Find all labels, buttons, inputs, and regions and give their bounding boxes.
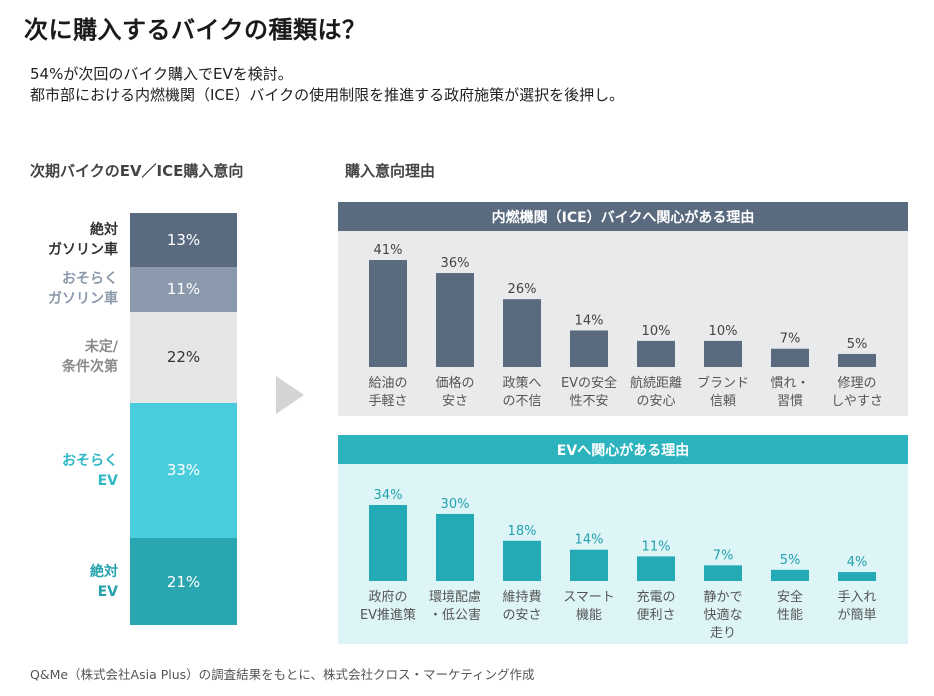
bar-category-label: EVの安全 (561, 375, 617, 391)
stack-segment-value: 21% (166, 572, 201, 591)
ice-panel-body: 41% 給油の手軽さ 36% 価格の安さ 26% 政策への不信 14% EVの安全性不安 10%… (338, 231, 908, 416)
bar-value-label: 34% (374, 488, 403, 503)
bar (570, 330, 608, 367)
bar-category-label: スマート (563, 590, 615, 605)
bar-value-label: 36% (441, 256, 470, 271)
bar (637, 340, 675, 367)
bar-value-label: 18% (508, 524, 537, 539)
bar (503, 540, 541, 581)
bar-category-label: の不信 (502, 394, 541, 409)
bar-category-label: 価格の (435, 375, 474, 391)
stack-category-label: おそらく ガソリン車 (48, 271, 118, 308)
bar-category-label: 充電の (636, 589, 675, 605)
bar-value-label: 7% (780, 332, 801, 347)
bar-category-label: 手軽さ (368, 394, 407, 409)
ev-panel-body: 34% 政府の EV推進策 30% 環境配慮・低公害 18% 維持費の安さ 14% スマート機能… (338, 464, 908, 644)
stack-category-label: 絶対 ガソリン車 (48, 221, 118, 258)
bar-category-label: 手入れ (837, 590, 876, 605)
bar-value-label: 41% (374, 243, 403, 258)
stack-segment-value: 13% (166, 230, 201, 249)
bar-category-label: 慣れ・ (770, 375, 809, 391)
bar (771, 348, 809, 367)
bar-category-label: 便利さ (636, 608, 675, 623)
bar (838, 353, 876, 367)
stack-segment-3: 33% (130, 402, 237, 539)
bar-category-label: ・低公害 (429, 607, 481, 623)
stack-segment-0: 13% (130, 213, 237, 267)
bar-category-label: 政府の (368, 590, 407, 605)
bar-value-label: 26% (508, 282, 537, 297)
stacked-bar-chart: 13% 11% 22% 33% 21% (130, 213, 237, 625)
bar (503, 299, 541, 367)
bar-category-label: の安心 (636, 394, 675, 409)
subtitle-line-1: 54%が次回のバイク購入でEVを検討。 (30, 65, 293, 83)
bar-category-label: 維持費 (502, 590, 541, 605)
bar-category-label: ブランド (697, 375, 749, 391)
bar-category-label: 給油の (368, 376, 407, 391)
stack-segment-value: 11% (166, 280, 201, 299)
bar-value-label: 10% (709, 324, 738, 339)
bar-category-label: 性不安 (569, 394, 608, 409)
bar-value-label: 7% (713, 548, 734, 563)
bar-category-label: 環境配慮 (429, 590, 481, 605)
bar-value-label: 5% (780, 553, 801, 568)
subtitle: 54%が次回のバイク購入でEVを検討。 都市部における内燃機関（ICE）バイクの… (30, 64, 624, 106)
bar (369, 260, 407, 367)
bar-value-label: 14% (575, 313, 604, 328)
bar-category-label: 習慣 (777, 393, 803, 409)
subtitle-line-2: 都市部における内燃機関（ICE）バイクの使用制限を推進する政府施策が選択を後押し… (30, 86, 625, 104)
stack-segment-1: 11% (130, 266, 237, 312)
page-title: 次に購入するバイクの種類は？ (24, 16, 367, 44)
footer-source: Q&Me（株式会社Asia Plus）の調査結果をもとに、株式会社クロス・マーケ… (30, 667, 535, 682)
ice-panel-header: 内燃機関（ICE）バイクへ関心がある理由 (338, 202, 908, 231)
bar-category-label: 信頼 (710, 394, 736, 409)
ev-panel-header: EVへ関心がある理由 (338, 435, 908, 464)
bar-category-label: しやすさ (831, 394, 883, 409)
bar-category-label: の安さ (502, 608, 541, 623)
arrow-right-icon (276, 376, 304, 414)
bar (704, 340, 742, 367)
bar-category-label: 走り (710, 626, 736, 641)
bar-value-label: 14% (575, 533, 604, 548)
stack-category-label: おそらく EV (62, 452, 118, 489)
bar (436, 273, 474, 367)
stack-segment-value: 33% (166, 461, 201, 480)
bar (369, 505, 407, 581)
stack-category-label: 未定/条件次第 (62, 339, 118, 376)
bar-category-label: 安さ (442, 394, 468, 409)
bar (436, 513, 474, 581)
bar (637, 556, 675, 581)
stack-segment-value: 22% (166, 348, 201, 367)
bar (704, 565, 742, 581)
bar-category-label: が簡単 (837, 607, 876, 623)
bar-value-label: 11% (642, 539, 671, 554)
bar-category-label: 安全 (777, 589, 803, 605)
bar-category-label: 政策へ (502, 375, 541, 391)
bar-value-label: 30% (441, 497, 470, 512)
bar-category-label: 航続距離 (630, 375, 682, 391)
bar (570, 549, 608, 581)
left-chart-title: 次期バイクのEV／ICE購入意向 (30, 162, 244, 180)
bar-category-label: 修理の (837, 376, 876, 391)
bar (771, 569, 809, 581)
bar (838, 572, 876, 581)
stack-segment-2: 22% (130, 311, 237, 403)
bar-value-label: 10% (642, 324, 671, 339)
bar-category-label: EV推進策 (360, 607, 416, 623)
right-section-title: 購入意向理由 (345, 162, 436, 180)
stack-category-label: 絶対 EV (90, 563, 118, 600)
bar-category-label: 快適な (703, 607, 742, 623)
stack-segment-4: 21% (130, 538, 237, 625)
bar-category-label: 性能 (777, 608, 803, 623)
bar-value-label: 5% (847, 337, 868, 352)
bar-category-label: 静かで (703, 590, 742, 605)
bar-value-label: 4% (847, 555, 868, 570)
bar-category-label: 機能 (576, 608, 602, 623)
